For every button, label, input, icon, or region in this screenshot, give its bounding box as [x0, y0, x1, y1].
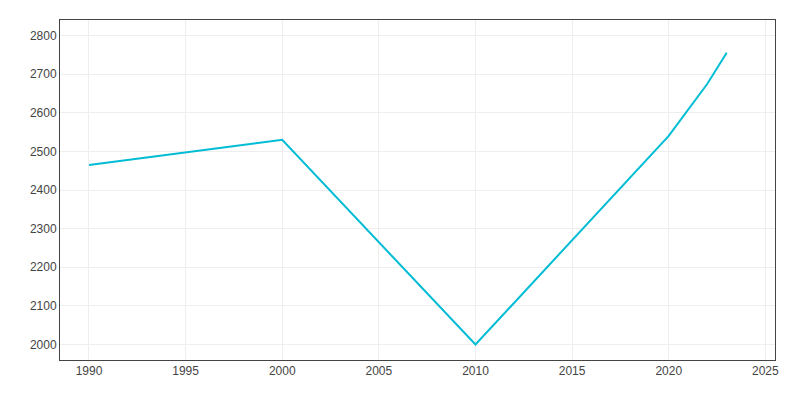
svg-text:2100: 2100: [30, 299, 57, 313]
svg-text:2800: 2800: [30, 29, 57, 43]
svg-text:2000: 2000: [269, 364, 296, 378]
svg-text:2300: 2300: [30, 222, 57, 236]
svg-text:2000: 2000: [30, 338, 57, 352]
svg-text:2010: 2010: [462, 364, 489, 378]
svg-text:1995: 1995: [172, 364, 199, 378]
svg-text:2005: 2005: [365, 364, 392, 378]
svg-text:1990: 1990: [76, 364, 103, 378]
svg-text:2600: 2600: [30, 106, 57, 120]
svg-text:2015: 2015: [559, 364, 586, 378]
svg-text:2400: 2400: [30, 183, 57, 197]
svg-text:2020: 2020: [655, 364, 682, 378]
svg-text:2700: 2700: [30, 67, 57, 81]
svg-text:2025: 2025: [752, 364, 779, 378]
svg-text:2500: 2500: [30, 145, 57, 159]
svg-text:2200: 2200: [30, 260, 57, 274]
